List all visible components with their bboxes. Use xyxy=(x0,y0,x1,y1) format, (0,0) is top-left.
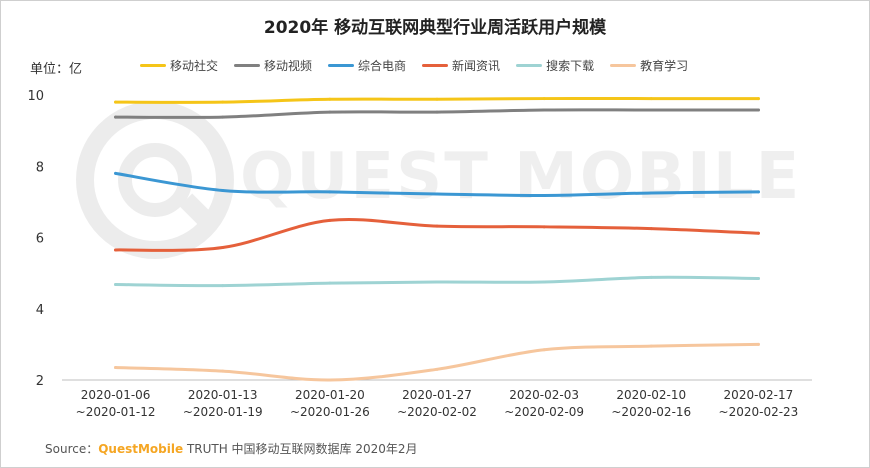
x-tick-label: 2020-01-27 xyxy=(402,388,472,402)
legend-label: 新闻资讯 xyxy=(452,59,501,73)
data-point xyxy=(756,231,760,235)
legend-swatch xyxy=(516,64,543,67)
x-tick-label: 2020-02-03 xyxy=(509,388,579,402)
data-point xyxy=(114,115,118,119)
x-tick-label: ~2020-02-09 xyxy=(504,405,584,419)
y-tick-label: 10 xyxy=(27,89,44,104)
data-point xyxy=(221,188,225,192)
data-point xyxy=(435,97,439,101)
x-tick-label: 2020-01-20 xyxy=(295,388,365,402)
data-point xyxy=(114,171,118,175)
series-line xyxy=(114,218,760,252)
series-line xyxy=(114,171,760,197)
data-point xyxy=(221,369,225,373)
data-point xyxy=(435,280,439,284)
y-tick-label: 6 xyxy=(36,232,44,247)
legend-swatch xyxy=(140,64,166,67)
data-point xyxy=(649,344,653,348)
legend-label: 教育学习 xyxy=(640,59,689,73)
source-prefix: Source： xyxy=(45,442,99,456)
x-tick-label: ~2020-01-12 xyxy=(76,405,156,419)
data-point xyxy=(114,283,118,287)
x-tick-label: 2020-01-06 xyxy=(81,388,151,402)
data-point xyxy=(221,100,225,104)
y-tick-label: 8 xyxy=(36,160,44,175)
legend-item: 移动视频 xyxy=(234,57,312,74)
x-tick-label: 2020-02-10 xyxy=(616,388,686,402)
data-point xyxy=(542,97,546,101)
x-tick-label: 2020-01-13 xyxy=(188,388,258,402)
legend: 移动社交 移动视频 综合电商 新闻资讯 搜索下载 教育学习 xyxy=(140,57,688,74)
legend-swatch xyxy=(234,64,261,67)
data-point xyxy=(756,342,760,346)
source-rest: TRUTH 中国移动互联网数据库 2020年2月 xyxy=(183,442,418,456)
data-point xyxy=(435,224,439,228)
data-point xyxy=(756,276,760,280)
data-point xyxy=(542,108,546,112)
data-point xyxy=(328,190,332,194)
data-point xyxy=(328,110,332,114)
legend-item: 教育学习 xyxy=(610,57,688,74)
legend-swatch xyxy=(610,64,637,67)
data-point xyxy=(542,348,546,352)
series-line xyxy=(114,342,760,382)
data-point xyxy=(542,280,546,284)
data-point xyxy=(328,281,332,285)
source-brand: QuestMobile xyxy=(98,442,184,456)
data-point xyxy=(756,190,760,194)
data-point xyxy=(649,191,653,195)
legend-label: 移动视频 xyxy=(264,59,313,73)
data-point xyxy=(756,97,760,101)
chart-title: 2020年 移动互联网典型行业周活跃用户规模 xyxy=(263,18,607,38)
legend-item: 综合电商 xyxy=(328,57,406,74)
data-point xyxy=(542,225,546,229)
x-tick-label: ~2020-02-16 xyxy=(611,405,691,419)
data-point xyxy=(221,245,225,249)
data-point xyxy=(435,110,439,114)
x-tick-label: 2020-02-17 xyxy=(724,388,794,402)
data-point xyxy=(649,97,653,101)
data-point xyxy=(328,97,332,101)
source-note: Source：QuestMobile TRUTH 中国移动互联网数据库 2020… xyxy=(45,440,418,457)
data-point xyxy=(435,367,439,371)
legend-item: 搜索下载 xyxy=(516,57,594,74)
y-tick-label: 2 xyxy=(36,374,44,389)
data-point xyxy=(435,192,439,196)
data-point xyxy=(114,366,118,370)
legend-label: 综合电商 xyxy=(358,59,407,73)
y-tick-label: 4 xyxy=(36,303,44,318)
legend-swatch xyxy=(422,64,449,67)
data-point xyxy=(649,227,653,231)
x-tick-label: ~2020-01-26 xyxy=(290,405,370,419)
data-point xyxy=(328,378,332,382)
data-point xyxy=(114,248,118,252)
legend-label: 搜索下载 xyxy=(546,59,595,73)
watermark-text: QUEST MOBILE xyxy=(240,140,802,214)
data-point xyxy=(649,275,653,279)
data-point xyxy=(542,193,546,197)
unit-label: 单位：亿 xyxy=(30,62,83,77)
x-tick-label: ~2020-02-23 xyxy=(719,405,799,419)
data-point xyxy=(328,218,332,222)
legend-swatch xyxy=(328,64,355,67)
legend-item: 移动社交 xyxy=(140,57,218,74)
legend-label: 移动社交 xyxy=(170,59,219,73)
legend-item: 新闻资讯 xyxy=(422,57,500,74)
data-point xyxy=(649,108,653,112)
data-point xyxy=(221,115,225,119)
data-point xyxy=(221,284,225,288)
x-tick-label: ~2020-02-02 xyxy=(397,405,477,419)
x-tick-label: ~2020-01-19 xyxy=(183,405,263,419)
data-point xyxy=(756,108,760,112)
data-point xyxy=(114,100,118,104)
